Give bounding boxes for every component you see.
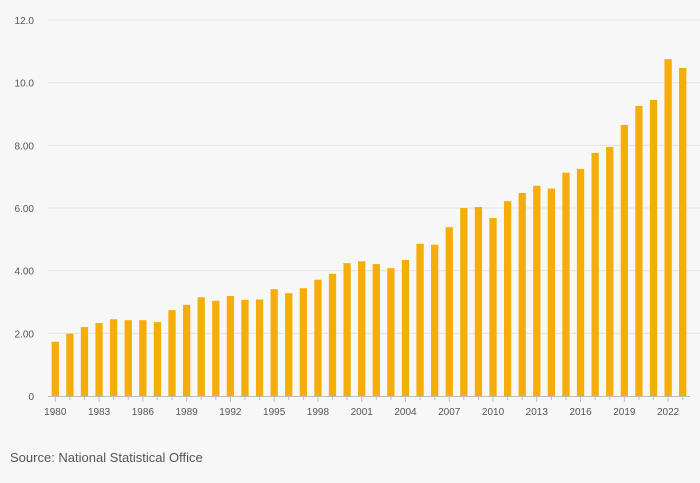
bar-2000 <box>343 263 351 396</box>
bar-1998 <box>314 279 322 396</box>
y-tick-label: 8.00 <box>15 141 35 152</box>
x-tick-label: 2013 <box>526 407 549 418</box>
bars <box>51 59 687 397</box>
x-tick-label: 1992 <box>219 407 242 418</box>
bar-2022 <box>664 59 672 397</box>
bar-2012 <box>518 192 526 396</box>
x-tick-label: 2019 <box>613 407 636 418</box>
x-tick-label: 1986 <box>132 407 155 418</box>
y-tick-label: 0 <box>28 392 34 403</box>
y-axis-labels: 0 2.00 4.00 6.00 8.00 10.0 12.0 <box>15 16 35 403</box>
bar-2015 <box>562 172 570 396</box>
bar-2004 <box>401 260 410 396</box>
x-axis <box>48 396 690 402</box>
bar-1983 <box>95 322 103 396</box>
bar-1993 <box>241 299 249 396</box>
bar-1995 <box>270 289 278 396</box>
bar-2020 <box>635 105 643 396</box>
bar-1984 <box>110 319 118 396</box>
x-tick-label: 2022 <box>657 407 680 418</box>
bar-2006 <box>431 244 439 396</box>
y-tick-label: 10.0 <box>15 79 35 90</box>
bar-1990 <box>197 297 205 396</box>
x-tick-label: 1989 <box>175 407 198 418</box>
gridlines <box>48 19 700 334</box>
bar-2013 <box>533 185 541 396</box>
bar-1996 <box>285 293 293 396</box>
bar-1997 <box>299 288 307 396</box>
bar-1989 <box>182 304 191 396</box>
bar-1982 <box>80 327 89 396</box>
bar-2021 <box>649 99 658 397</box>
bar-1991 <box>212 300 220 396</box>
y-tick-label: 2.00 <box>15 329 35 340</box>
bar-2005 <box>416 243 424 396</box>
bar-2014 <box>547 188 556 396</box>
bar-2001 <box>358 261 366 396</box>
bar-1988 <box>168 310 176 396</box>
bar-1986 <box>139 320 147 396</box>
bar-2011 <box>503 201 512 396</box>
bar-2003 <box>387 268 395 396</box>
bar-1985 <box>124 320 132 396</box>
x-tick-label: 1995 <box>263 407 286 418</box>
bar-2008 <box>460 208 468 396</box>
x-tick-label: 1998 <box>307 407 330 418</box>
bar-2009 <box>474 207 483 396</box>
bar-2023 <box>679 67 687 396</box>
bar-1992 <box>226 296 235 396</box>
x-tick-label: 1980 <box>44 407 67 418</box>
y-tick-label: 6.00 <box>15 204 35 215</box>
bar-2019 <box>620 124 628 396</box>
bar-2002 <box>372 264 380 396</box>
bar-2010 <box>489 218 497 396</box>
bar-2017 <box>591 152 599 396</box>
x-tick-label: 2001 <box>351 407 374 418</box>
bar-2018 <box>606 146 614 396</box>
bar-1987 <box>153 322 162 396</box>
bar-2007 <box>445 227 453 396</box>
bar-2016 <box>576 168 585 396</box>
x-axis-labels: 1980 1983 1986 1989 1992 1995 1998 2001 2004 2007… <box>44 407 680 418</box>
x-tick-label: 1983 <box>88 407 111 418</box>
bar-1994 <box>255 299 264 396</box>
bar-1981 <box>66 333 74 396</box>
bar-1999 <box>328 273 337 396</box>
source-note: Source: National Statistical Office <box>10 450 203 465</box>
x-tick-label: 2016 <box>569 407 592 418</box>
x-tick-label: 2004 <box>394 407 417 418</box>
x-tick-label: 2010 <box>482 407 505 418</box>
y-tick-label: 4.00 <box>15 267 35 278</box>
bar-1980 <box>51 341 59 396</box>
x-tick-label: 2007 <box>438 407 461 418</box>
y-tick-label: 12.0 <box>15 16 35 27</box>
